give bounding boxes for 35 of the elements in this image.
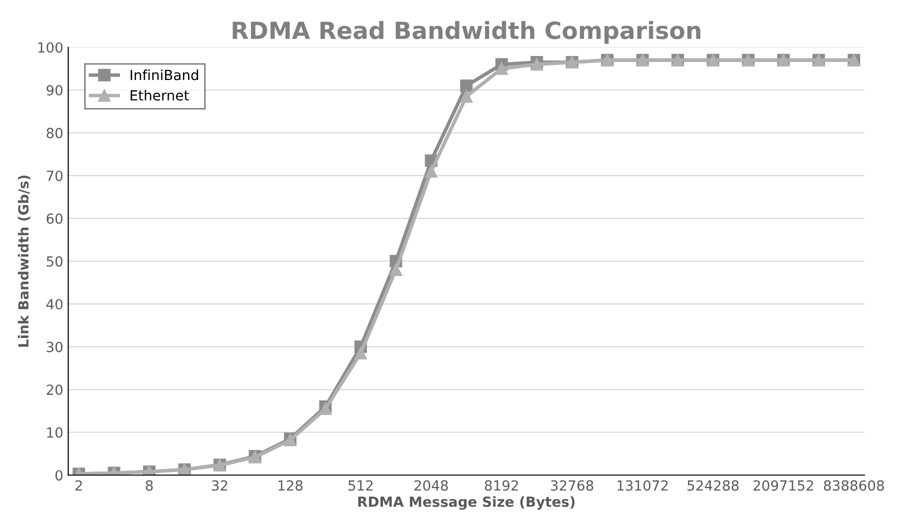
point bbox=[424, 165, 438, 178]
x-tick-label: 8388608 bbox=[824, 480, 884, 491]
x-tick-label: 524288 bbox=[688, 480, 739, 491]
y-tick-label: 60 bbox=[46, 213, 62, 224]
point bbox=[390, 263, 402, 276]
x-tick-label: 2048 bbox=[414, 480, 448, 491]
y-tick-label: 50 bbox=[46, 256, 62, 267]
legend-label: InfiniBand bbox=[130, 69, 198, 80]
y-tick-label: 0 bbox=[55, 470, 62, 481]
x-tick-label: 131072 bbox=[618, 480, 668, 491]
y-tick-label: 90 bbox=[46, 85, 62, 96]
x-tick-label: 8 bbox=[146, 480, 153, 491]
x-axis-title: RDMA Message Size (Bytes) bbox=[358, 496, 575, 510]
y-tick-label: 40 bbox=[46, 298, 62, 310]
point bbox=[354, 346, 367, 360]
y-tick-label: 30 bbox=[46, 342, 62, 352]
chart-title: RDMA Read Bandwidth Comparison bbox=[232, 20, 700, 44]
point bbox=[460, 90, 473, 103]
y-tick-label: 100 bbox=[38, 42, 62, 53]
y-tick-label: 10 bbox=[47, 427, 62, 438]
y-axis-title: Link Bandwidth (Gb/s) bbox=[18, 176, 30, 347]
point bbox=[495, 62, 508, 75]
x-tick-label: 8192 bbox=[484, 480, 518, 491]
point bbox=[530, 58, 544, 71]
x-tick-label: 2 bbox=[75, 480, 82, 491]
y-tick-label: 20 bbox=[46, 384, 62, 396]
x-tick-label: 512 bbox=[348, 480, 373, 491]
x-tick-label: 2097152 bbox=[754, 480, 813, 491]
legend-label: Ethernet bbox=[130, 90, 189, 101]
x-tick-label: 32 bbox=[212, 480, 228, 491]
y-tick-label: 80 bbox=[46, 128, 62, 138]
y-tick-label: 70 bbox=[46, 170, 62, 182]
x-tick-label: 32768 bbox=[551, 480, 594, 491]
point bbox=[460, 80, 473, 92]
x-tick-label: 128 bbox=[278, 480, 303, 491]
